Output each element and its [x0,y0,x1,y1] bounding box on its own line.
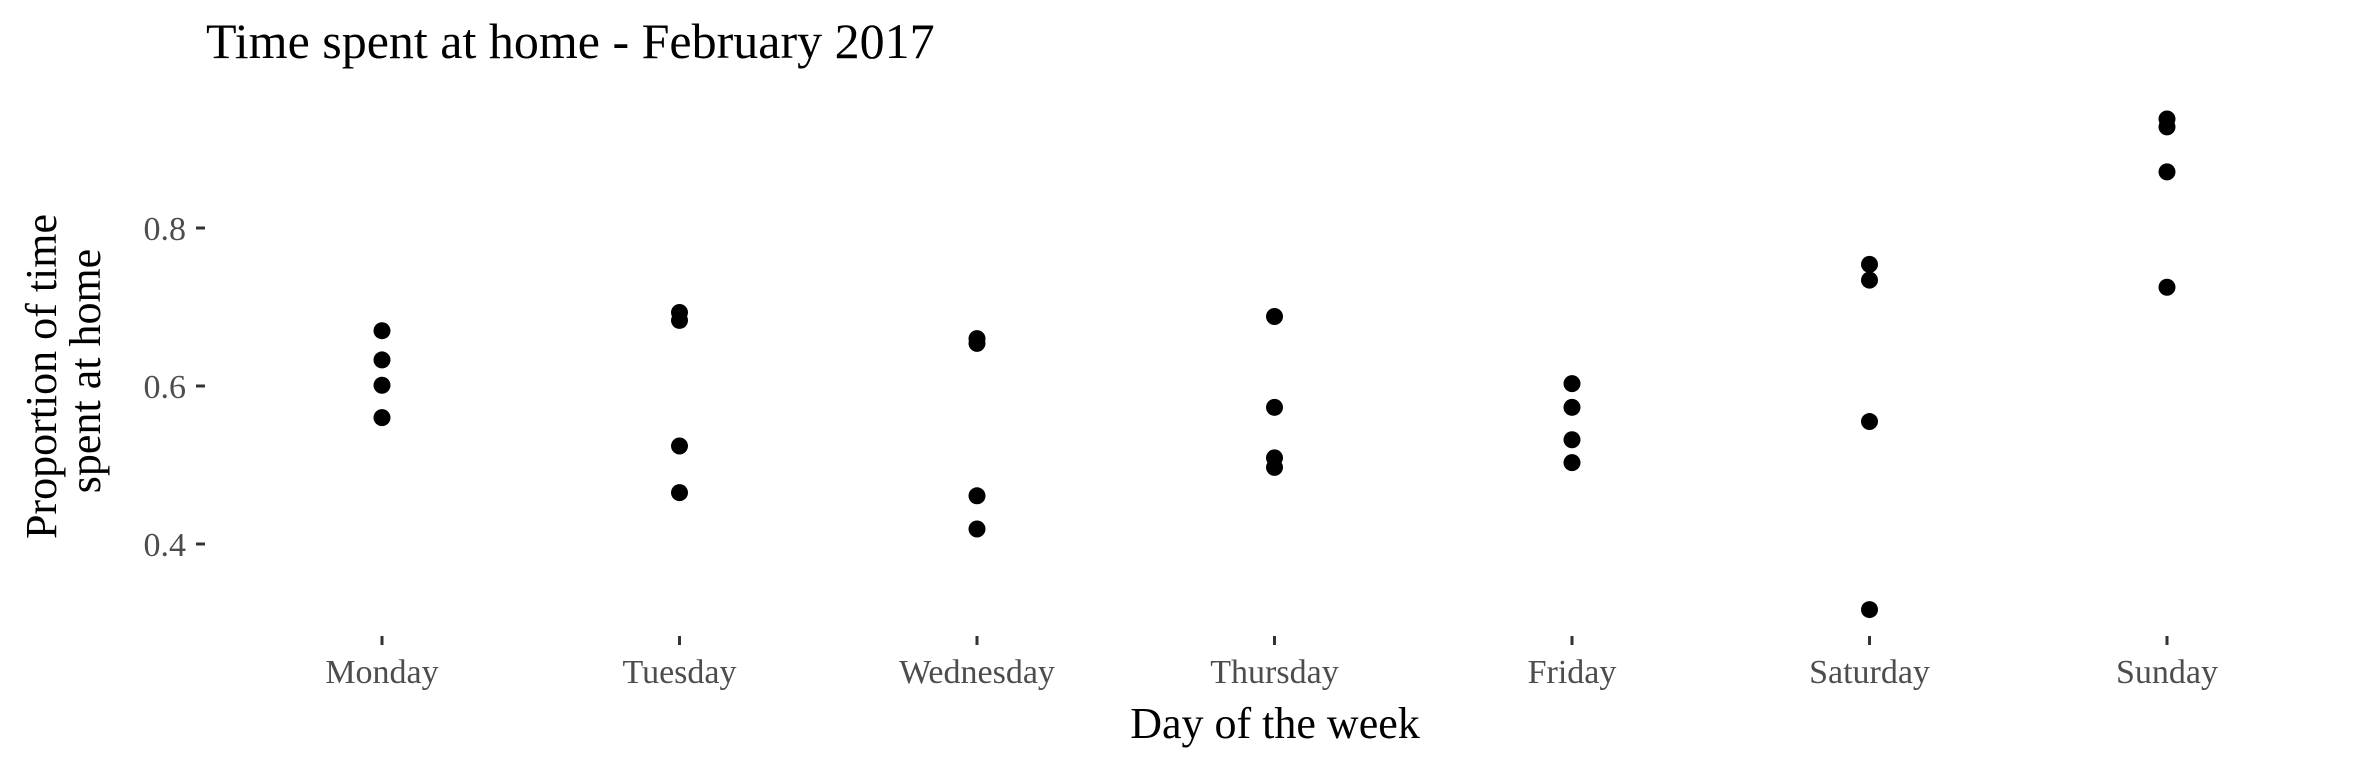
x-axis: Monday Tuesday Wednesday Thursday Friday Satu… [325,636,2218,691]
data-point [1563,375,1581,393]
y-axis: 0.4 0.6 0.8 [144,211,205,564]
data-point [373,409,391,427]
data-point [373,322,391,340]
x-tick-label-wednesday: Wednesday [899,654,1055,691]
y-axis-title: Proportion of time spent at home [17,203,110,539]
data-point [1563,454,1581,472]
x-tick-label-saturday: Saturday [1809,654,1930,691]
data-point [1563,398,1581,416]
data-point [1861,601,1878,619]
data-points [373,110,2176,619]
x-tick-label-thursday: Thursday [1210,654,1338,691]
data-point [671,311,688,329]
data-point [968,520,986,538]
y-tick-label: 0.6 [144,369,187,406]
data-point [1266,307,1283,325]
data-point [2158,163,2176,181]
data-point [1861,271,1878,289]
data-point [968,487,986,505]
data-point [1266,458,1283,476]
data-point [1563,431,1581,449]
y-tick-label: 0.8 [144,211,187,248]
x-axis-title: Day of the week [1130,699,1420,748]
data-point [968,334,986,352]
x-tick-label-tuesday: Tuesday [623,654,737,691]
data-point [1266,398,1283,416]
x-tick-label-monday: Monday [325,654,438,691]
x-tick-label-sunday: Sunday [2116,654,2218,691]
y-axis-title-line-1: Proportion of time [17,214,66,539]
x-tick-label-friday: Friday [1528,654,1617,691]
data-point [2158,278,2176,296]
data-point [1861,413,1878,431]
y-tick-label: 0.4 [144,527,187,564]
data-point [671,437,688,455]
data-point [373,376,391,394]
chart-title: Time spent at home - February 2017 [206,13,935,69]
data-point [373,351,391,369]
y-axis-title-line-2: spent at home [61,249,110,493]
data-point [671,484,688,502]
data-point [1861,255,1878,273]
data-point [2158,118,2176,136]
